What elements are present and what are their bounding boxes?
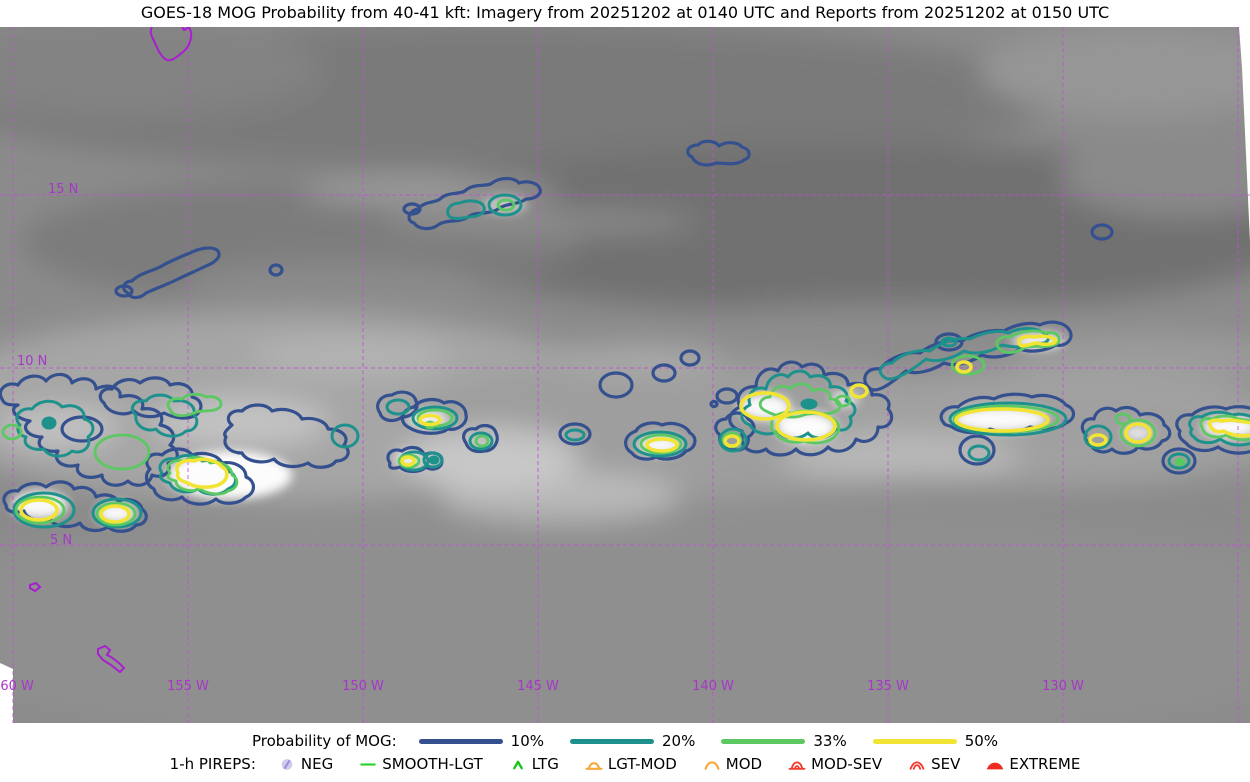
- legend-item-label: SMOOTH-LGT: [382, 755, 483, 773]
- extreme-pirep-icon: [987, 762, 1004, 769]
- neg-pirep-icon: [281, 758, 293, 770]
- satellite-imagery: [0, 27, 1250, 723]
- lat-label: 5 N: [50, 533, 72, 548]
- mog-legend-label: Probability of MOG:: [251, 732, 397, 750]
- smooth-lgt-pirep-icon: [360, 762, 376, 766]
- legend-item-label: LGT-MOD: [607, 755, 677, 773]
- legend-item-label: SEV: [931, 755, 961, 773]
- legend-item-ltg: LTG: [509, 755, 559, 773]
- legend-item-20pct: 20%: [570, 732, 695, 750]
- legend-item-label: LTG: [531, 755, 559, 773]
- legend-item-50pct: 50%: [872, 732, 999, 750]
- line-swatch-20pct: [570, 738, 655, 744]
- lon-label: 130 W: [1042, 679, 1084, 694]
- legend-item-smooth-lgt: SMOOTH-LGT: [359, 755, 483, 773]
- pireps-legend-row: 1-h PIREPS: NEG SMOOTH-LGT LTG: [0, 754, 1250, 774]
- legend-item-label: 10%: [510, 732, 545, 750]
- legend-item-label: EXTREME: [1009, 755, 1081, 773]
- page-title: GOES-18 MOG Probability from 40-41 kft: …: [140, 3, 1110, 22]
- lon-label: 160 W: [0, 679, 34, 694]
- mod-sev-pirep-icon: [788, 760, 806, 770]
- legend-item-label: MOD: [725, 755, 763, 773]
- island-small-1: [29, 581, 42, 593]
- mod-pirep-icon: [704, 760, 720, 770]
- legend-item-lgt-mod: LGT-MOD: [585, 755, 677, 773]
- lon-label: 145 W: [517, 679, 559, 694]
- mog-contours: [0, 139, 1250, 533]
- island-small-2: [97, 644, 126, 674]
- coastlines: [29, 27, 193, 674]
- legend-item-33pct: 33%: [721, 732, 847, 750]
- lon-label: 155 W: [167, 679, 209, 694]
- lon-label: 150 W: [342, 679, 384, 694]
- legend-item-extreme: EXTREME: [986, 755, 1080, 773]
- legend-item-label: 33%: [813, 732, 847, 750]
- lgt-mod-pirep-icon: [585, 761, 603, 770]
- legend-item-mod: MOD: [703, 755, 762, 773]
- legend-item-label: NEG: [300, 755, 334, 773]
- line-swatch-10pct: [418, 738, 503, 744]
- grid-labels: 15 N 10 N 5 N 160 W 155 W 150 W 145 W 14…: [0, 182, 1084, 694]
- legend-item-mod-sev: MOD-SEV: [788, 755, 882, 773]
- legend-item-label: 20%: [662, 732, 696, 750]
- scan-edge-top-right: [1239, 27, 1250, 242]
- satellite-map: 15 N 10 N 5 N 160 W 155 W 150 W 145 W 14…: [0, 27, 1250, 723]
- legend-item-sev: SEV: [908, 755, 960, 773]
- legend-item-10pct: 10%: [418, 732, 545, 750]
- lat-label: 10 N: [17, 354, 47, 369]
- legend-item-neg: NEG: [278, 755, 333, 773]
- ltg-pirep-icon: [512, 760, 523, 769]
- scan-edge-bottom-left: [0, 663, 13, 723]
- legend: Probability of MOG: 10% 20% 33% 50% 1-h …: [0, 723, 1250, 782]
- island-hawaii: [149, 27, 193, 62]
- lon-label: 135 W: [867, 679, 909, 694]
- legend-item-label: MOD-SEV: [811, 755, 883, 773]
- line-swatch-33pct: [721, 738, 806, 744]
- pireps-legend-label: 1-h PIREPS:: [169, 755, 256, 773]
- line-swatch-50pct: [872, 738, 957, 744]
- lat-label: 15 N: [48, 182, 78, 197]
- mog-legend-row: Probability of MOG: 10% 20% 33% 50%: [0, 731, 1250, 751]
- sev-pirep-icon: [909, 760, 925, 770]
- legend-item-label: 50%: [964, 732, 999, 750]
- lon-label: 140 W: [692, 679, 734, 694]
